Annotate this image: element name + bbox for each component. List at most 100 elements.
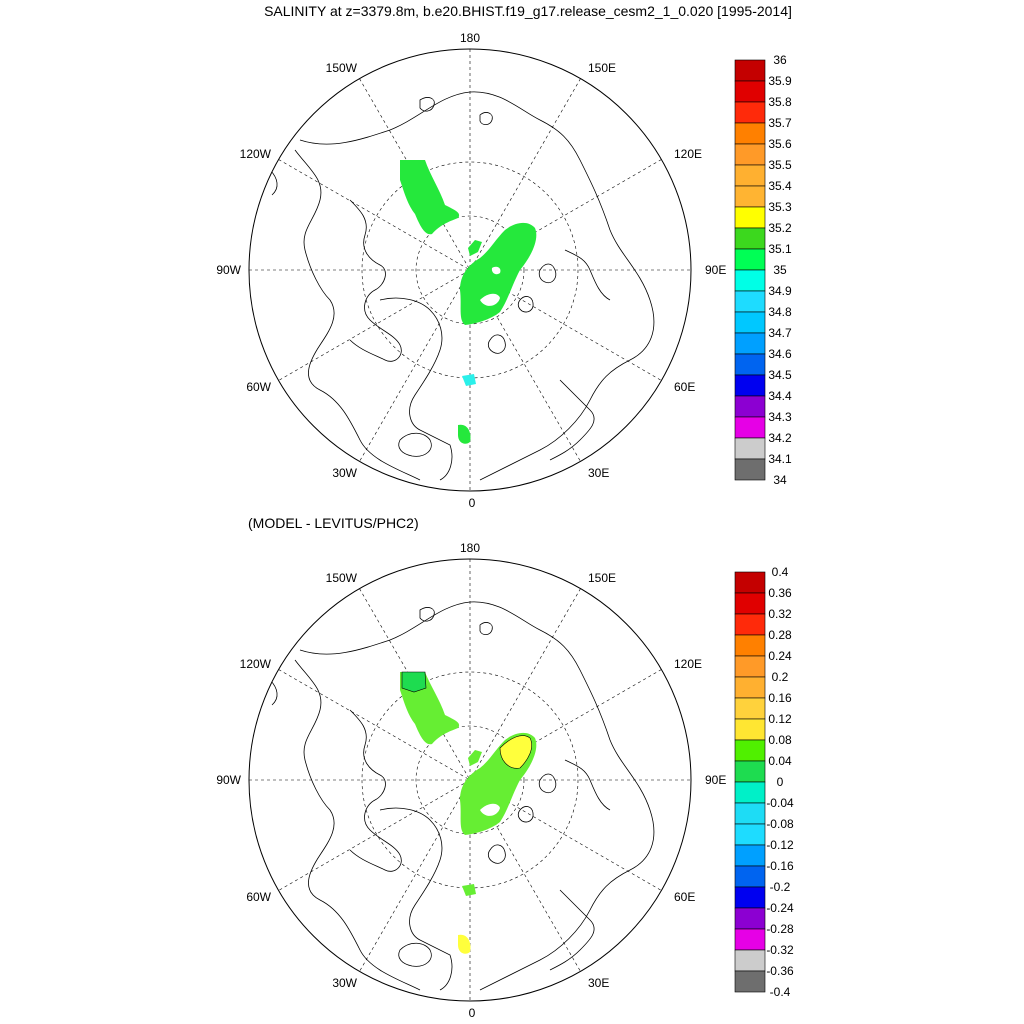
difference-colorbar-tick-label: -0.28 (766, 922, 794, 936)
difference-colorbar-tick-label: -0.4 (770, 985, 791, 999)
difference-colorbar-tick-label: 0.32 (768, 607, 792, 621)
salinity-colorbar-tick-label: 35.6 (768, 137, 792, 151)
salinity-colorbar-tick-label: 34.2 (768, 431, 792, 445)
difference-colorbar-swatch (734, 823, 766, 846)
difference-colorbar-swatch (734, 865, 766, 888)
lon-label-90w: 90W (216, 263, 241, 277)
difference-colorbar-swatch (734, 613, 766, 636)
salinity-colorbar-swatch (734, 437, 766, 460)
salinity-colorbar-swatch (734, 143, 766, 166)
difference-colorbar-tick-label: 0.36 (768, 586, 792, 600)
diff-greenland-sea-region (458, 934, 471, 954)
lon-label-30e: 30E (588, 466, 609, 480)
salinity-colorbar-tick-label: 34.1 (768, 452, 792, 466)
salinity-colorbar-tick-label: 35.9 (768, 74, 792, 88)
salinity-colorbar-tick-label: 34.9 (768, 284, 792, 298)
salinity-colorbar-swatch (734, 311, 766, 334)
salinity-map: 180 0 90W 90E 150W 120W 150E 120E 60W 30… (216, 31, 726, 510)
salinity-map-border (248, 48, 692, 492)
salinity-colorbar-tick-label: 35.7 (768, 116, 792, 130)
eurasian-basin-hole-1 (480, 293, 500, 306)
difference-colorbar-tick-label: 0.16 (768, 691, 792, 705)
canada-basin-region (400, 160, 460, 235)
salinity-colorbar-swatch (734, 416, 766, 439)
lon-label-30w: 30W (332, 976, 357, 990)
difference-colorbar-tick-label: 0.08 (768, 733, 792, 747)
salinity-colorbar: 36 35.9 35.8 35.7 35.6 35.5 35.4 35.3 35.2 35.1 35… (734, 53, 792, 487)
salinity-colorbar-swatch (734, 101, 766, 124)
eurasian-basin-hole-2 (491, 266, 501, 275)
difference-colorbar-tick-label: 0.12 (768, 712, 792, 726)
diff-fram-strait-region (462, 884, 476, 896)
salinity-graticule (249, 49, 691, 491)
difference-colorbar-tick-label: -0.24 (766, 901, 794, 915)
salinity-colorbar-swatch (734, 290, 766, 313)
difference-map-body (249, 559, 691, 1001)
salinity-colorbar-swatch (734, 458, 766, 481)
salinity-colorbar-swatch (734, 59, 766, 82)
salinity-colorbar-tick-label: 35.4 (768, 179, 792, 193)
salinity-colorbar-tick-label: 35.5 (768, 158, 792, 172)
difference-colorbar-tick-label: 0.4 (772, 565, 789, 579)
lon-label-180: 180 (460, 31, 480, 45)
difference-colorbar-swatch (734, 886, 766, 909)
salinity-contour-fills (400, 160, 537, 444)
salinity-colorbar-swatch (734, 395, 766, 418)
salinity-colorbar-swatch (734, 353, 766, 376)
difference-colorbar-swatch (734, 676, 766, 699)
salinity-colorbar-tick-label: 34.3 (768, 410, 792, 424)
difference-colorbar-swatch (734, 928, 766, 951)
lon-label-180: 180 (460, 541, 480, 555)
difference-map: 180 0 90W 90E 150W 120W 150E 120E 60W 30… (216, 541, 726, 1020)
difference-colorbar-tick-label: -0.12 (766, 838, 794, 852)
salinity-colorbar-tick-label: 35.2 (768, 221, 792, 235)
greenland-sea-region (458, 424, 471, 444)
difference-colorbar-tick-label: 0.24 (768, 649, 792, 663)
salinity-colorbar-tick-label: 34.4 (768, 389, 792, 403)
lon-label-60e: 60E (674, 890, 695, 904)
salinity-colorbar-tick-label: 35.1 (768, 242, 792, 256)
salinity-colorbar-swatch (734, 374, 766, 397)
lon-label-60w: 60W (246, 380, 271, 394)
diff-eurasian-basin-hole (480, 803, 500, 816)
difference-colorbar-tick-label: 0.04 (768, 754, 792, 768)
difference-colorbar-swatch (734, 571, 766, 594)
lon-label-30e: 30E (588, 976, 609, 990)
difference-colorbar: 0.4 0.36 0.32 0.28 0.24 0.2 0.16 0.12 0.08 0.04 0 -… (734, 565, 794, 999)
lon-label-0: 0 (469, 1006, 476, 1020)
difference-colorbar-swatch (734, 718, 766, 741)
difference-panel-title: (MODEL - LEVITUS/PHC2) (248, 515, 419, 531)
difference-colorbar-swatch (734, 907, 766, 930)
salinity-colorbar-swatch (734, 164, 766, 187)
difference-colorbar-swatch (734, 781, 766, 804)
difference-colorbar-swatch (734, 760, 766, 783)
salinity-colorbar-tick-label: 35.8 (768, 95, 792, 109)
difference-colorbar-tick-label: -0.32 (766, 943, 794, 957)
laptev-slope-patch (468, 240, 482, 256)
difference-contour-fills (400, 671, 537, 954)
lon-label-60e: 60E (674, 380, 695, 394)
diff-canada-basin-north-patch (401, 671, 427, 693)
lon-label-90e: 90E (705, 263, 726, 277)
lon-label-120e: 120E (674, 147, 702, 161)
difference-colorbar-swatch (734, 949, 766, 972)
lon-label-150e: 150E (588, 61, 616, 75)
salinity-colorbar-tick-label: 34.5 (768, 368, 792, 382)
difference-colorbar-tick-label: -0.36 (766, 964, 794, 978)
difference-colorbar-tick-label: 0.28 (768, 628, 792, 642)
salinity-colorbar-tick-label: 36 (773, 53, 787, 67)
lon-label-150e: 150E (588, 571, 616, 585)
difference-longitude-labels: 180 0 90W 90E 150W 120W 150E 120E 60W 30… (216, 541, 726, 1020)
diff-eurasian-basin-positive-patch (499, 735, 532, 769)
salinity-colorbar-swatch (734, 248, 766, 271)
salinity-colorbar-swatch (734, 269, 766, 292)
diff-laptev-slope-patch (468, 750, 482, 766)
lon-label-150w: 150W (326, 571, 358, 585)
difference-colorbar-swatch (734, 970, 766, 993)
salinity-colorbar-tick-label: 34 (773, 473, 787, 487)
salinity-colorbar-swatch (734, 332, 766, 355)
difference-graticule (249, 559, 691, 1001)
salinity-longitude-labels: 180 0 90W 90E 150W 120W 150E 120E 60W 30… (216, 31, 726, 510)
salinity-colorbar-tick-label: 34.6 (768, 347, 792, 361)
